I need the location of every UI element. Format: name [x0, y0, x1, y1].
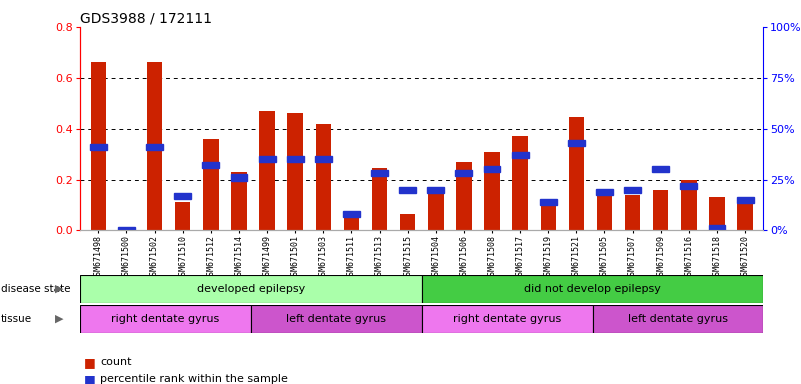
- Bar: [251, 305, 421, 333]
- Bar: [512, 152, 529, 158]
- Bar: [316, 124, 331, 230]
- Text: right dentate gyrus: right dentate gyrus: [453, 314, 562, 324]
- Text: count: count: [100, 357, 131, 367]
- Bar: [597, 194, 612, 230]
- Bar: [400, 214, 416, 230]
- Text: left dentate gyrus: left dentate gyrus: [286, 314, 386, 324]
- Text: ▶: ▶: [54, 284, 63, 294]
- Bar: [344, 214, 359, 230]
- Bar: [372, 168, 387, 230]
- Bar: [541, 204, 556, 230]
- Text: ▶: ▶: [54, 314, 63, 324]
- Bar: [596, 189, 613, 195]
- Bar: [203, 162, 219, 168]
- Bar: [513, 136, 528, 230]
- Bar: [315, 156, 332, 162]
- Bar: [709, 225, 726, 232]
- Bar: [625, 195, 640, 230]
- Bar: [680, 182, 698, 189]
- Bar: [484, 166, 501, 172]
- Bar: [259, 156, 276, 162]
- Text: did not develop epilepsy: did not develop epilepsy: [524, 284, 661, 294]
- Bar: [568, 140, 585, 146]
- Bar: [231, 172, 247, 230]
- Bar: [624, 187, 641, 193]
- Text: disease state: disease state: [1, 284, 70, 294]
- Bar: [118, 227, 135, 233]
- Bar: [652, 166, 669, 172]
- Bar: [421, 275, 763, 303]
- Bar: [80, 275, 421, 303]
- Bar: [371, 170, 388, 177]
- Bar: [540, 199, 557, 205]
- Bar: [428, 187, 445, 193]
- Bar: [569, 117, 584, 230]
- Bar: [485, 152, 500, 230]
- Bar: [90, 144, 107, 150]
- Text: ■: ■: [84, 356, 96, 369]
- Bar: [175, 202, 191, 230]
- Bar: [681, 180, 697, 230]
- Bar: [147, 63, 163, 230]
- Text: right dentate gyrus: right dentate gyrus: [111, 314, 219, 324]
- Bar: [80, 305, 251, 333]
- Bar: [91, 63, 106, 230]
- Bar: [203, 139, 219, 230]
- Bar: [421, 305, 593, 333]
- Bar: [737, 197, 754, 203]
- Bar: [653, 190, 669, 230]
- Bar: [738, 201, 753, 230]
- Bar: [399, 187, 416, 193]
- Bar: [288, 113, 303, 230]
- Bar: [146, 144, 163, 150]
- Text: left dentate gyrus: left dentate gyrus: [628, 314, 728, 324]
- Bar: [287, 156, 304, 162]
- Text: ■: ■: [84, 373, 96, 384]
- Bar: [457, 162, 472, 230]
- Bar: [260, 111, 275, 230]
- Bar: [343, 211, 360, 217]
- Bar: [175, 193, 191, 199]
- Text: GDS3988 / 172111: GDS3988 / 172111: [80, 12, 212, 26]
- Bar: [428, 194, 444, 230]
- Text: percentile rank within the sample: percentile rank within the sample: [100, 374, 288, 384]
- Bar: [709, 197, 725, 230]
- Text: developed epilepsy: developed epilepsy: [197, 284, 305, 294]
- Bar: [231, 174, 248, 180]
- Bar: [593, 305, 763, 333]
- Bar: [456, 170, 473, 177]
- Text: tissue: tissue: [1, 314, 32, 324]
